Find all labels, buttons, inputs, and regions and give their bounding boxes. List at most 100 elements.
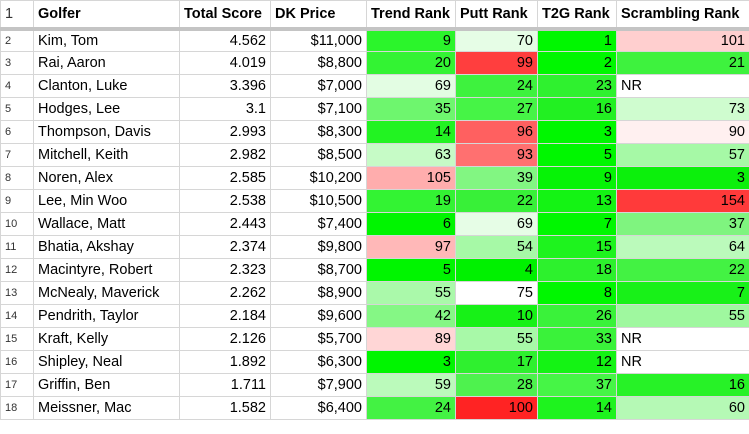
dk-price-cell[interactable]: $9,800 [270,235,367,259]
total-score-cell[interactable]: 2.323 [179,258,271,282]
putt-rank-cell[interactable]: 75 [455,281,538,305]
scrambling-rank-cell[interactable]: NR [616,350,749,374]
trend-rank-cell[interactable]: 9 [366,28,456,52]
trend-rank-cell[interactable]: 63 [366,143,456,167]
putt-rank-cell[interactable]: 27 [455,97,538,121]
scrambling-rank-cell[interactable]: 22 [616,258,749,282]
golfer-cell[interactable]: Rai, Aaron [33,51,180,75]
trend-rank-cell[interactable]: 42 [366,304,456,328]
golfer-cell[interactable]: Wallace, Matt [33,212,180,236]
header-putt-rank[interactable]: Putt Rank [455,0,538,31]
putt-rank-cell[interactable]: 22 [455,189,538,213]
scrambling-rank-cell[interactable]: 73 [616,97,749,121]
t2g-rank-cell[interactable]: 7 [537,212,617,236]
dk-price-cell[interactable]: $7,900 [270,373,367,397]
scrambling-rank-cell[interactable]: 55 [616,304,749,328]
total-score-cell[interactable]: 1.892 [179,350,271,374]
putt-rank-cell[interactable]: 24 [455,74,538,98]
row-number[interactable]: 15 [0,327,34,351]
row-number[interactable]: 4 [0,74,34,98]
t2g-rank-cell[interactable]: 3 [537,120,617,144]
golfer-cell[interactable]: Shipley, Neal [33,350,180,374]
scrambling-rank-cell[interactable]: 3 [616,166,749,190]
total-score-cell[interactable]: 2.184 [179,304,271,328]
row-number[interactable]: 5 [0,97,34,121]
row-number[interactable]: 16 [0,350,34,374]
trend-rank-cell[interactable]: 20 [366,51,456,75]
trend-rank-cell[interactable]: 59 [366,373,456,397]
dk-price-cell[interactable]: $7,000 [270,74,367,98]
golfer-cell[interactable]: Clanton, Luke [33,74,180,98]
golfer-cell[interactable]: Thompson, Davis [33,120,180,144]
t2g-rank-cell[interactable]: 14 [537,396,617,420]
total-score-cell[interactable]: 3.1 [179,97,271,121]
t2g-rank-cell[interactable]: 13 [537,189,617,213]
total-score-cell[interactable]: 2.374 [179,235,271,259]
row-number[interactable]: 10 [0,212,34,236]
trend-rank-cell[interactable]: 24 [366,396,456,420]
trend-rank-cell[interactable]: 105 [366,166,456,190]
dk-price-cell[interactable]: $8,500 [270,143,367,167]
golfer-cell[interactable]: Lee, Min Woo [33,189,180,213]
row-number[interactable]: 13 [0,281,34,305]
header-scrambling-rank[interactable]: Scrambling Rank [616,0,749,31]
t2g-rank-cell[interactable]: 15 [537,235,617,259]
golfer-cell[interactable]: Hodges, Lee [33,97,180,121]
golfer-cell[interactable]: Mitchell, Keith [33,143,180,167]
golfer-cell[interactable]: Kraft, Kelly [33,327,180,351]
scrambling-rank-cell[interactable]: 101 [616,28,749,52]
golfer-cell[interactable]: Meissner, Mac [33,396,180,420]
scrambling-rank-cell[interactable]: 57 [616,143,749,167]
total-score-cell[interactable]: 2.585 [179,166,271,190]
total-score-cell[interactable]: 2.262 [179,281,271,305]
t2g-rank-cell[interactable]: 5 [537,143,617,167]
total-score-cell[interactable]: 3.396 [179,74,271,98]
total-score-cell[interactable]: 4.019 [179,51,271,75]
trend-rank-cell[interactable]: 55 [366,281,456,305]
scrambling-rank-cell[interactable]: 7 [616,281,749,305]
row-number[interactable]: 9 [0,189,34,213]
dk-price-cell[interactable]: $7,100 [270,97,367,121]
dk-price-cell[interactable]: $8,900 [270,281,367,305]
putt-rank-cell[interactable]: 54 [455,235,538,259]
t2g-rank-cell[interactable]: 9 [537,166,617,190]
t2g-rank-cell[interactable]: 33 [537,327,617,351]
putt-rank-cell[interactable]: 4 [455,258,538,282]
total-score-cell[interactable]: 2.126 [179,327,271,351]
putt-rank-cell[interactable]: 69 [455,212,538,236]
dk-price-cell[interactable]: $6,300 [270,350,367,374]
golfer-cell[interactable]: Noren, Alex [33,166,180,190]
putt-rank-cell[interactable]: 39 [455,166,538,190]
dk-price-cell[interactable]: $7,400 [270,212,367,236]
total-score-cell[interactable]: 2.993 [179,120,271,144]
putt-rank-cell[interactable]: 10 [455,304,538,328]
putt-rank-cell[interactable]: 28 [455,373,538,397]
putt-rank-cell[interactable]: 17 [455,350,538,374]
header-total-score[interactable]: Total Score [179,0,271,31]
trend-rank-cell[interactable]: 69 [366,74,456,98]
scrambling-rank-cell[interactable]: 154 [616,189,749,213]
row-number[interactable]: 11 [0,235,34,259]
dk-price-cell[interactable]: $8,700 [270,258,367,282]
golfer-cell[interactable]: Griffin, Ben [33,373,180,397]
trend-rank-cell[interactable]: 89 [366,327,456,351]
putt-rank-cell[interactable]: 93 [455,143,538,167]
total-score-cell[interactable]: 2.982 [179,143,271,167]
t2g-rank-cell[interactable]: 8 [537,281,617,305]
row-number[interactable]: 18 [0,396,34,420]
golfer-cell[interactable]: Pendrith, Taylor [33,304,180,328]
t2g-rank-cell[interactable]: 16 [537,97,617,121]
total-score-cell[interactable]: 2.443 [179,212,271,236]
scrambling-rank-cell[interactable]: NR [616,327,749,351]
row-number[interactable]: 7 [0,143,34,167]
scrambling-rank-cell[interactable]: 90 [616,120,749,144]
row-number[interactable]: 17 [0,373,34,397]
dk-price-cell[interactable]: $9,600 [270,304,367,328]
trend-rank-cell[interactable]: 3 [366,350,456,374]
t2g-rank-cell[interactable]: 26 [537,304,617,328]
scrambling-rank-cell[interactable]: 16 [616,373,749,397]
dk-price-cell[interactable]: $10,200 [270,166,367,190]
t2g-rank-cell[interactable]: 23 [537,74,617,98]
t2g-rank-cell[interactable]: 18 [537,258,617,282]
t2g-rank-cell[interactable]: 2 [537,51,617,75]
